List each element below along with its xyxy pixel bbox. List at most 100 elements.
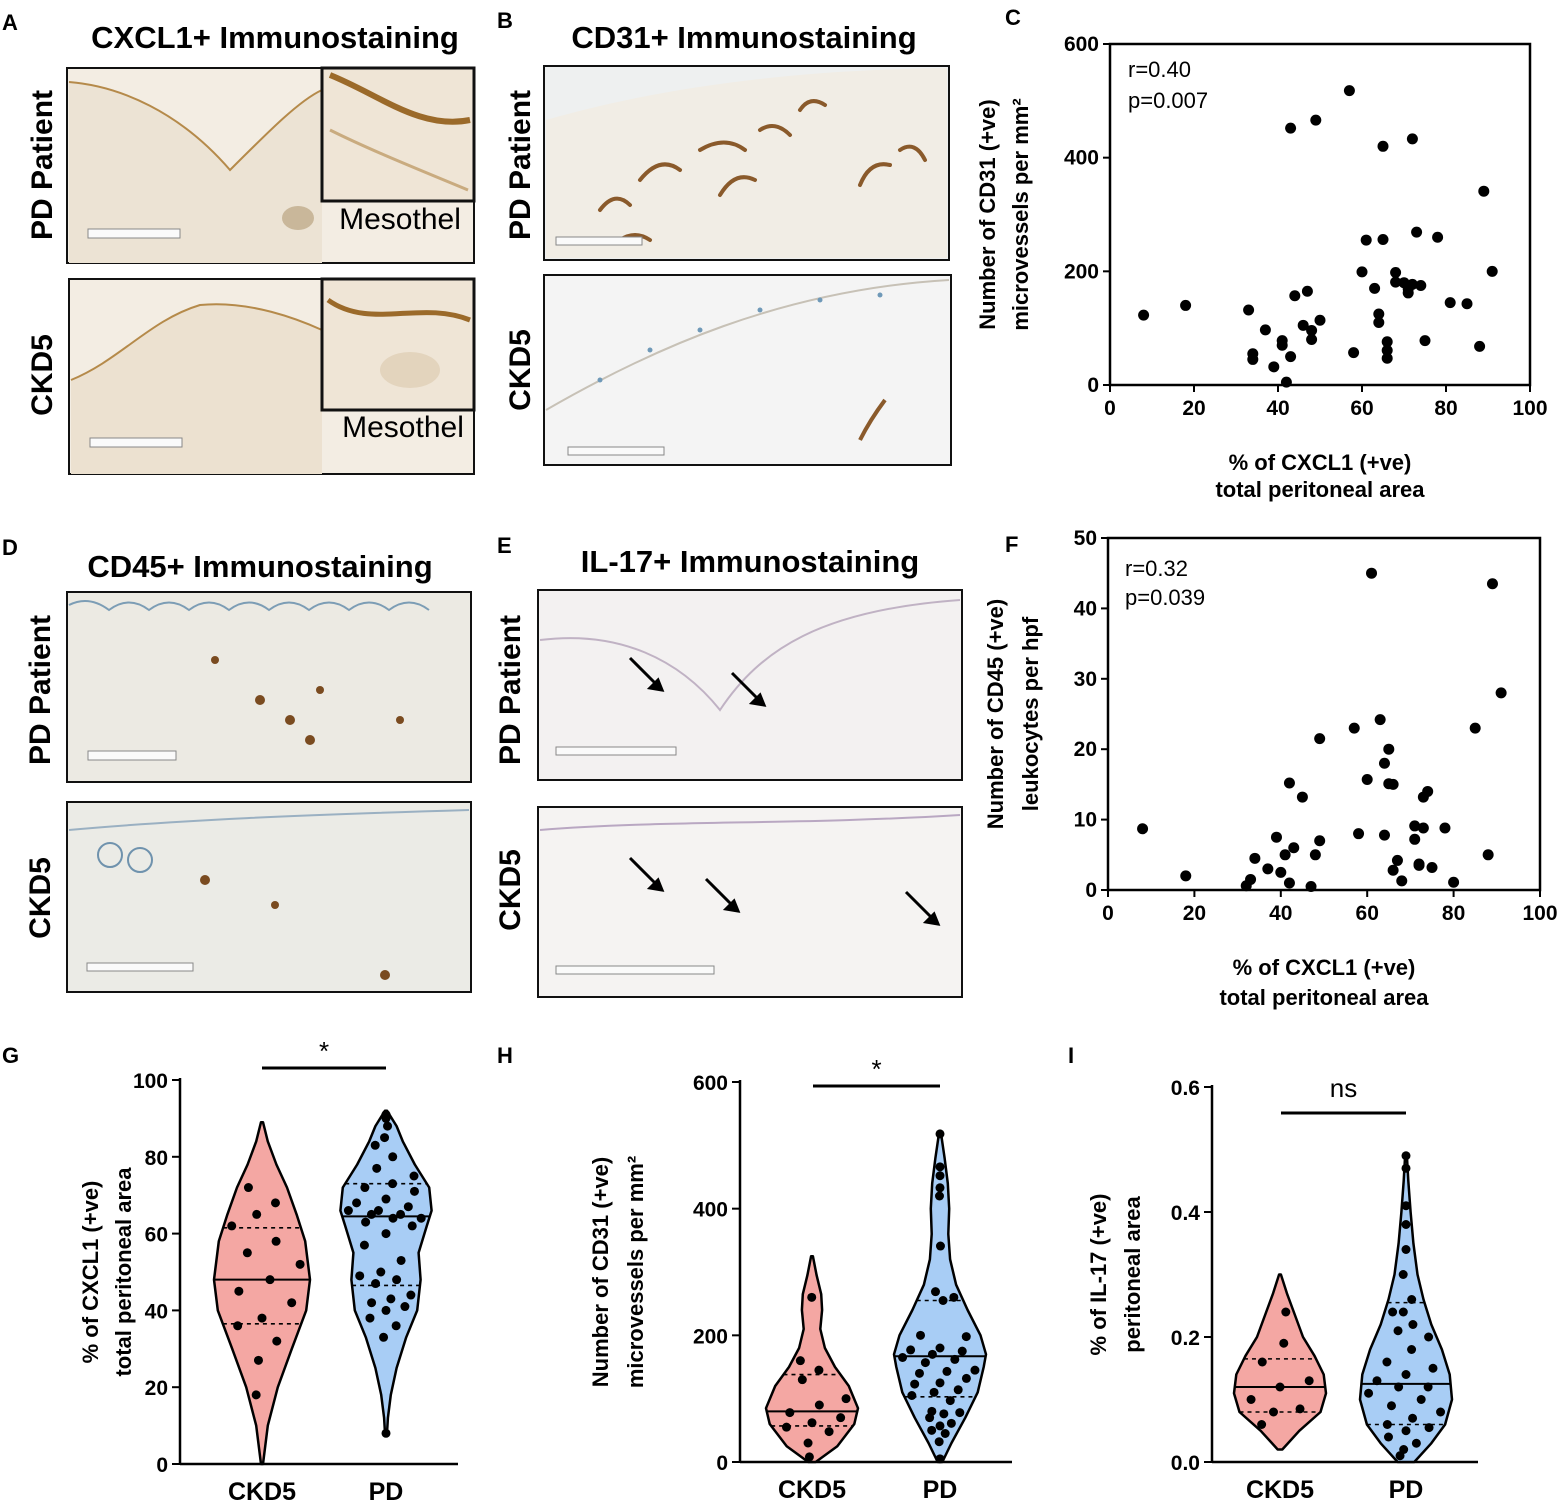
data-point bbox=[1495, 687, 1507, 699]
data-point bbox=[1383, 743, 1395, 755]
data-point bbox=[1401, 1370, 1411, 1379]
data-point bbox=[939, 1409, 949, 1419]
data-point bbox=[1381, 336, 1393, 348]
data-point bbox=[1353, 828, 1365, 840]
data-point bbox=[392, 1275, 402, 1285]
significance-label: * bbox=[319, 1036, 329, 1066]
data-point bbox=[1356, 266, 1368, 278]
category-label-pd: PD bbox=[923, 1476, 958, 1504]
data-point bbox=[927, 1425, 937, 1435]
data-point bbox=[1409, 820, 1421, 832]
data-point bbox=[940, 1429, 950, 1438]
data-point bbox=[1180, 299, 1192, 311]
data-point bbox=[935, 1241, 945, 1251]
stat-p: p=0.039 bbox=[1125, 585, 1205, 610]
data-point bbox=[270, 1198, 280, 1208]
data-point bbox=[1310, 114, 1322, 126]
data-point bbox=[807, 1418, 817, 1428]
y-tick-label: 0 bbox=[1087, 374, 1099, 397]
data-point bbox=[1378, 829, 1390, 841]
data-point bbox=[1281, 1307, 1291, 1317]
y-axis-title-line2: total peritoneal area bbox=[111, 1167, 136, 1377]
panel-label-e: E bbox=[497, 533, 512, 558]
panel-a-row-pd: PD Patient bbox=[26, 90, 59, 240]
micrograph-d-pd bbox=[66, 591, 472, 783]
data-point bbox=[388, 1213, 398, 1223]
data-point bbox=[1361, 773, 1373, 785]
data-point bbox=[841, 1394, 851, 1404]
data-point bbox=[1243, 304, 1255, 316]
data-point bbox=[400, 1302, 410, 1312]
y-tick-label: 0.6 bbox=[1171, 1077, 1200, 1100]
data-point bbox=[403, 1202, 413, 1212]
panel-e-title: IL-17+ Immunostaining bbox=[581, 544, 919, 579]
data-point bbox=[1314, 314, 1326, 326]
violin-ckd5 bbox=[764, 1254, 860, 1464]
panel-label-i: I bbox=[1068, 1043, 1074, 1068]
data-point bbox=[359, 1240, 369, 1250]
data-point bbox=[1372, 1376, 1382, 1386]
data-point bbox=[803, 1438, 813, 1448]
y-tick-label: 30 bbox=[1074, 668, 1097, 691]
data-point bbox=[352, 1198, 362, 1208]
x-tick-label: 40 bbox=[1266, 397, 1289, 420]
data-point bbox=[381, 1110, 391, 1120]
data-point bbox=[916, 1330, 926, 1340]
y-tick-label: 600 bbox=[693, 1072, 728, 1095]
data-point bbox=[1469, 722, 1481, 734]
data-point bbox=[1280, 376, 1292, 388]
y-axis-title-line2: leukocytes per hpf bbox=[1018, 616, 1043, 811]
data-point bbox=[1393, 1326, 1403, 1336]
data-point bbox=[1391, 854, 1403, 866]
data-point bbox=[365, 1313, 375, 1323]
y-tick-label: 0 bbox=[156, 1454, 168, 1477]
data-point bbox=[920, 1358, 930, 1368]
data-point bbox=[914, 1368, 924, 1378]
data-point bbox=[1396, 875, 1408, 887]
data-point bbox=[935, 1421, 945, 1431]
data-point bbox=[252, 1209, 262, 1219]
data-point bbox=[1444, 297, 1456, 309]
data-point bbox=[1257, 1420, 1267, 1429]
data-point bbox=[946, 1418, 956, 1428]
data-point bbox=[1306, 324, 1318, 336]
violin-ckd5 bbox=[212, 1120, 312, 1466]
data-point bbox=[1314, 733, 1326, 745]
data-point bbox=[287, 1298, 297, 1308]
data-point bbox=[1416, 1395, 1426, 1404]
data-point bbox=[1366, 567, 1378, 579]
data-point bbox=[1285, 351, 1297, 363]
data-point bbox=[1394, 1382, 1404, 1392]
y-axis-title-line1: % of IL-17 (+ve) bbox=[1086, 1194, 1111, 1356]
data-point bbox=[1288, 842, 1300, 854]
data-point bbox=[1401, 1426, 1411, 1436]
x-tick-label: 0 bbox=[1102, 902, 1114, 925]
data-point bbox=[1424, 1332, 1434, 1342]
x-axis-title-line1: % of CXCL1 (+ve) bbox=[1233, 955, 1416, 980]
data-point bbox=[1426, 861, 1438, 873]
data-point bbox=[355, 1271, 365, 1281]
y-tick-label: 0 bbox=[716, 1452, 728, 1475]
data-point bbox=[373, 1206, 383, 1216]
data-point bbox=[1474, 340, 1486, 352]
y-axis-title-line2: peritoneal area bbox=[1120, 1195, 1145, 1352]
data-point bbox=[383, 1121, 393, 1131]
micrograph-a-ckd5: Mesothel bbox=[68, 277, 476, 475]
data-point bbox=[961, 1373, 971, 1383]
data-point bbox=[227, 1221, 237, 1231]
data-point bbox=[380, 1133, 390, 1143]
category-label-pd: PD bbox=[1389, 1476, 1424, 1504]
data-point bbox=[396, 1255, 406, 1265]
data-point bbox=[929, 1387, 939, 1397]
x-axis-title-line2: total peritoneal area bbox=[1219, 985, 1429, 1010]
data-point bbox=[1249, 852, 1261, 864]
y-axis-title-line1: Number of CD31 (+ve) bbox=[975, 99, 1000, 329]
panel-e-row-ckd5: CKD5 bbox=[494, 849, 527, 931]
data-point bbox=[970, 1365, 980, 1375]
data-point bbox=[1289, 290, 1301, 302]
data-point bbox=[1268, 361, 1280, 373]
plot-frame bbox=[1108, 42, 1532, 387]
y-tick-label: 10 bbox=[1074, 809, 1097, 832]
category-label-ckd5: CKD5 bbox=[1246, 1476, 1314, 1504]
panel-d-row-ckd5: CKD5 bbox=[24, 857, 57, 939]
